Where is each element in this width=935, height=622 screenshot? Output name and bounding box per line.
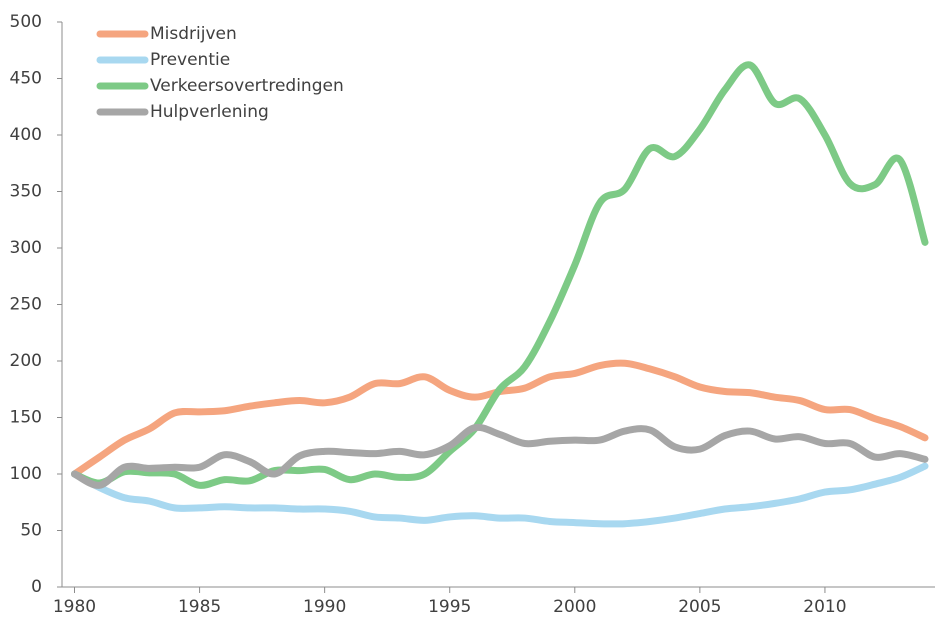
legend-label: Verkeersovertredingen — [150, 76, 344, 96]
x-tick-label: 2010 — [803, 597, 846, 617]
y-tick-label: 350 — [10, 182, 42, 202]
series-line — [71, 462, 929, 528]
series-line — [71, 359, 929, 478]
y-tick-label: 50 — [20, 521, 42, 541]
x-tick-label: 2000 — [553, 597, 596, 617]
y-tick-label: 0 — [31, 577, 42, 597]
y-tick-label: 250 — [10, 295, 42, 315]
x-tick-label: 2005 — [678, 597, 721, 617]
y-tick-label: 450 — [10, 69, 42, 89]
series-line — [71, 423, 929, 489]
legend-label: Preventie — [150, 50, 230, 70]
x-tick-label: 1980 — [53, 597, 96, 617]
series-line — [71, 61, 929, 489]
y-tick-label: 100 — [10, 464, 42, 484]
y-tick-label: 300 — [10, 238, 42, 258]
legend-label: Misdrijven — [150, 24, 237, 44]
legend-label: Hulpverlening — [150, 102, 269, 122]
y-tick-label: 200 — [10, 351, 42, 371]
y-tick-label: 150 — [10, 408, 42, 428]
y-tick-label: 500 — [10, 12, 42, 32]
x-tick-label: 1995 — [428, 597, 471, 617]
x-tick-label: 1985 — [178, 597, 221, 617]
x-tick-label: 1990 — [303, 597, 346, 617]
y-tick-label: 400 — [10, 125, 42, 145]
